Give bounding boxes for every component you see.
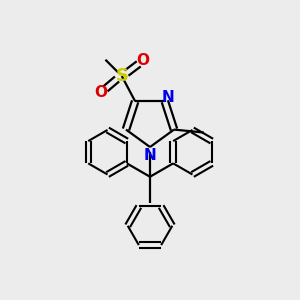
Text: N: N (162, 90, 175, 105)
Text: S: S (115, 67, 128, 85)
Text: O: O (137, 53, 150, 68)
Text: O: O (94, 85, 107, 100)
Text: N: N (144, 148, 156, 163)
